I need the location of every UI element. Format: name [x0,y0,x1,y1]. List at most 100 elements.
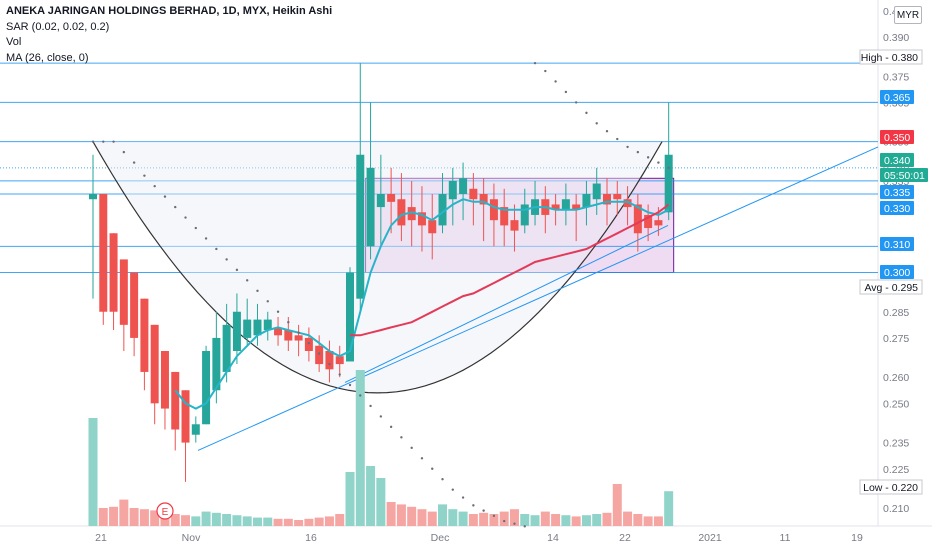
ma-indicator-label[interactable]: MA (26, close, 0) [6,51,89,64]
price-tag-box [880,90,914,104]
sar-dot [441,478,444,481]
volume-bar [129,508,139,526]
sar-dot [544,69,547,73]
volume-bar [386,502,396,526]
volume-bar [98,508,108,526]
volume-bar [139,509,149,526]
volume-bar [181,515,191,526]
volume-bar [294,520,304,526]
price-tag[interactable]: 0.365 [880,90,914,104]
candle-body [592,183,601,200]
sar-dot [338,373,341,376]
sar-dot [616,137,619,141]
volume-bar [232,515,242,526]
candle-body [500,207,509,226]
price-tag[interactable]: 05:50:01 [880,168,928,182]
volume-bar [335,514,345,526]
price-tag-text: 0.335 [884,187,910,199]
sar-dot [235,268,239,272]
sar-dot [389,425,393,429]
sar-dot [112,140,115,143]
candle-body [582,194,591,208]
earnings-marker[interactable]: E [156,502,174,520]
volume-bar [170,514,180,526]
volume-bar [304,518,314,526]
volume-bar [561,515,571,526]
sar-dot [554,80,557,83]
currency-badge[interactable]: MYR [894,6,922,24]
price-tag[interactable]: 0.335 [880,185,914,199]
volume-bar [355,370,365,526]
price-tag-box [880,201,914,215]
y-tick-label: 0.285 [883,307,909,319]
sar-dot [307,341,311,345]
y-tick-label: 0.250 [883,398,909,410]
volume-bar [376,478,386,526]
candle-body [335,356,344,365]
ma-long-line [350,203,670,337]
price-tag[interactable]: 0.310 [880,237,914,251]
volume-bar [623,511,633,526]
volume-bar [499,511,509,526]
sar-dot [287,321,290,324]
price-tag[interactable]: 0.340 [880,153,914,167]
y-tick-label: 0.210 [883,503,909,515]
candle-body [171,371,180,430]
candle-body [150,324,159,404]
volume-bar [366,466,376,526]
price-tag[interactable]: High - 0.380 [859,49,923,65]
sar-dot [605,130,609,133]
candle-body [448,180,457,200]
volume-bar [643,516,653,526]
cup-area [93,141,662,393]
y-tick-label: 0.225 [883,464,909,476]
sar-dot [143,174,146,177]
price-tag[interactable]: 0.350 [880,130,914,144]
sar-dot [472,504,475,507]
sar-dot [595,122,598,125]
sar-dot [184,216,187,219]
candle-body [284,330,293,341]
volume-bar [150,510,160,526]
sar-dot [503,519,506,523]
x-tick-label: 11 [780,532,791,544]
sar-dot [636,150,640,154]
volume-bar [530,515,540,526]
candle-body [644,214,653,229]
sar-dot [657,161,660,164]
sar-dot [410,446,413,450]
sar-indicator-label[interactable]: SAR (0.02, 0.02, 0.2) [6,20,110,33]
volume-bar [633,514,643,526]
candle-body [89,194,97,200]
price-tag-box [880,265,914,279]
sar-dot [246,279,249,282]
price-tag-text: 0.350 [884,132,910,144]
candle-body [469,188,478,200]
volume-indicator-label[interactable]: Vol [6,36,22,48]
candle-body [664,154,673,213]
candle-body [160,351,169,409]
price-tag[interactable]: 0.330 [880,201,914,215]
sar-dot [482,509,485,512]
sar-dot [533,61,537,65]
candle-body [551,204,560,210]
volume-bar [489,514,499,526]
volume-bar [509,509,519,526]
sar-dot [626,145,629,149]
x-tick-label: Nov [182,532,201,544]
price-tag[interactable]: Low - 0.220 [859,479,923,495]
price-tag-text: 0.340 [884,155,910,167]
sar-dot [91,140,95,143]
sar-dot [585,111,588,115]
price-tag[interactable]: 0.300 [880,265,914,279]
sar-dot [564,90,568,94]
volume-bar [324,516,334,526]
sar-dot [153,184,156,188]
sar-dot [420,457,424,460]
price-tag[interactable]: Avg - 0.295 [859,279,923,295]
volume-bar [468,514,478,526]
sar-dot [163,195,167,198]
sar-dot [431,467,434,470]
